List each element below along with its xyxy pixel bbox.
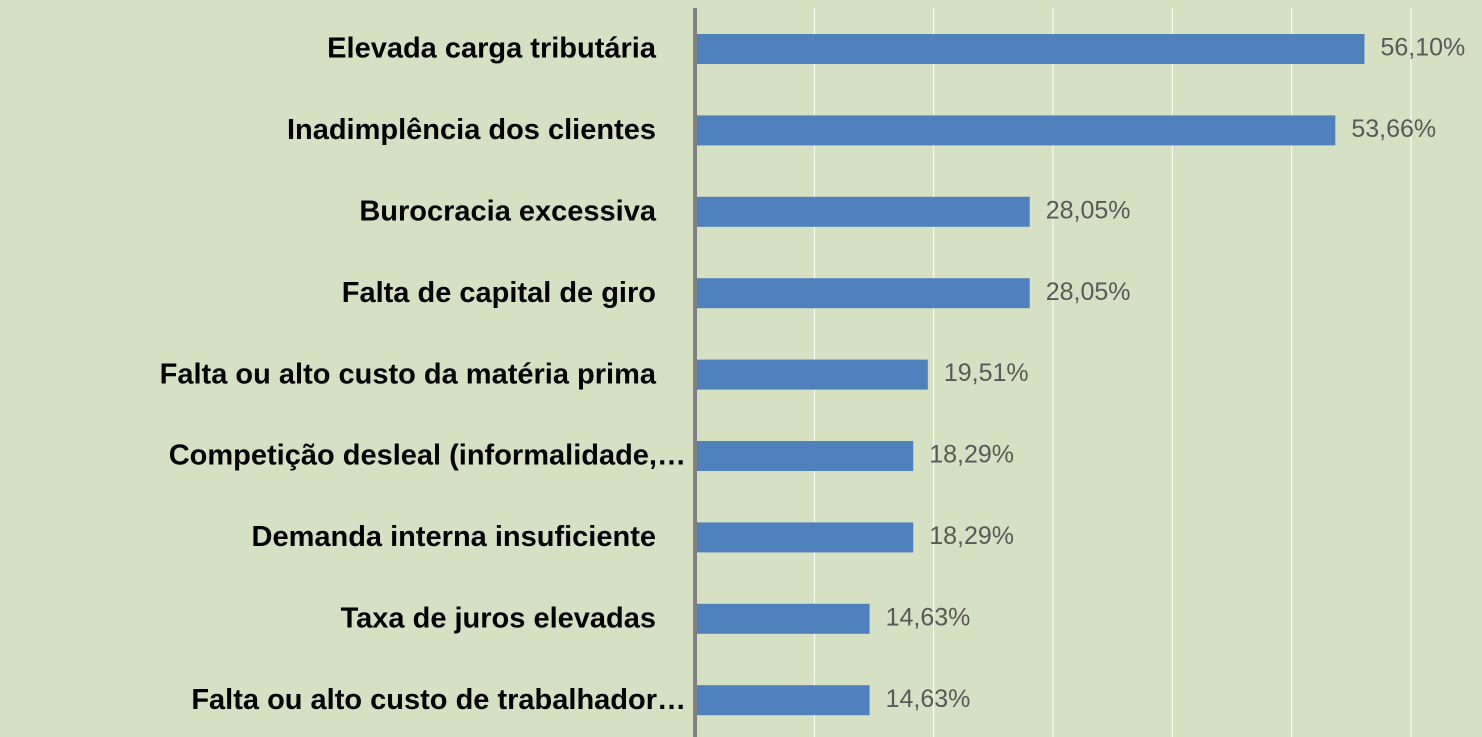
value-label: 19,51% xyxy=(944,359,1029,387)
category-label: Burocracia excessiva xyxy=(359,195,657,227)
bar xyxy=(695,115,1336,146)
bar xyxy=(695,359,928,390)
bar xyxy=(695,196,1030,227)
value-label: 28,05% xyxy=(1046,196,1131,224)
value-label: 14,63% xyxy=(886,685,971,713)
value-label: 53,66% xyxy=(1351,115,1436,143)
value-label: 56,10% xyxy=(1380,34,1465,62)
bar xyxy=(695,685,870,716)
bar xyxy=(695,34,1365,64)
value-label: 18,29% xyxy=(929,522,1014,550)
category-label: Demanda interna insuficiente xyxy=(252,521,657,553)
category-label: Falta de capital de giro xyxy=(342,277,656,309)
category-label: Falta ou alto custo de trabalhador… xyxy=(191,684,686,716)
category-label: Inadimplência dos clientes xyxy=(287,114,656,146)
bar xyxy=(695,522,914,553)
bar xyxy=(695,603,870,634)
value-label: 28,05% xyxy=(1046,278,1131,306)
bar xyxy=(695,278,1030,309)
category-label: Elevada carga tributária xyxy=(327,33,657,65)
category-label: Competição desleal (informalidade,… xyxy=(169,440,686,472)
category-label: Taxa de juros elevadas xyxy=(341,602,656,634)
value-label: 14,63% xyxy=(886,603,971,631)
value-label: 18,29% xyxy=(929,441,1014,469)
category-label: Falta ou alto custo da matéria prima xyxy=(160,358,657,390)
bar xyxy=(695,441,914,471)
